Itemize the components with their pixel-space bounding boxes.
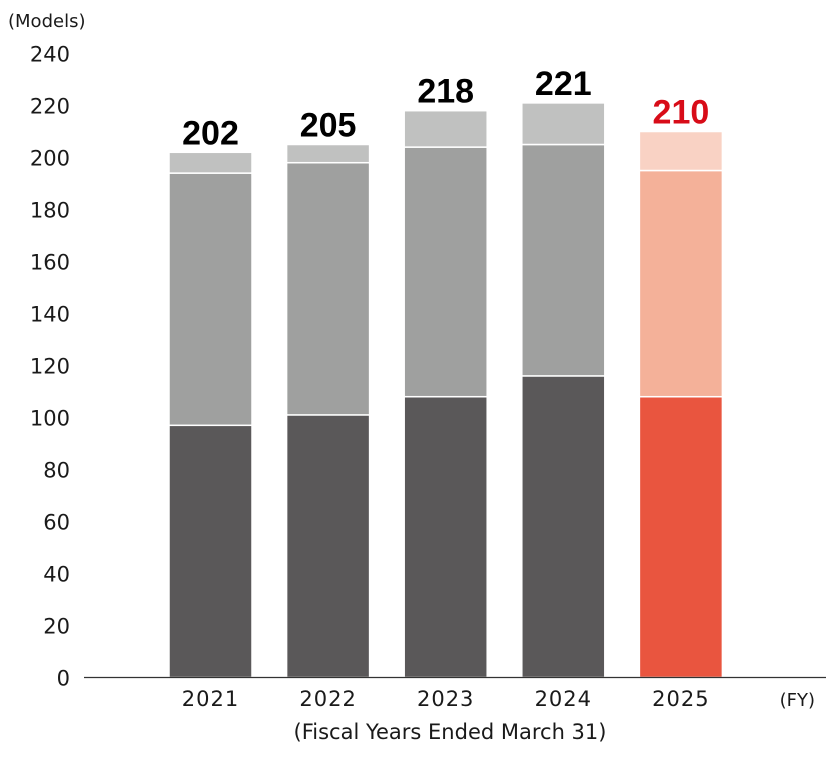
total-labels: 202 205 218 221 210 — [182, 65, 709, 152]
bar-segment-2024-1 — [521, 375, 606, 679]
x-tick-label: 2025 — [652, 687, 709, 711]
x-unit-label: (FY) — [780, 690, 815, 711]
y-unit-label: (Models) — [8, 11, 85, 32]
bar-segment-2021-3 — [168, 151, 253, 174]
y-tick-label: 200 — [30, 147, 70, 171]
x-axis-sublabel: (Fiscal Years Ended March 31) — [294, 720, 607, 744]
x-tick-label: 2022 — [299, 687, 356, 711]
bar-segment-2022-1 — [285, 414, 371, 679]
bar-segment-2024-3 — [521, 102, 606, 146]
bar-segment-2023-3 — [403, 109, 488, 148]
bar-segment-2024-2 — [521, 143, 606, 377]
bar-segment-2022-3 — [285, 143, 371, 164]
y-tick-label: 180 — [30, 199, 70, 223]
total-label-2021: 202 — [182, 114, 239, 152]
bar-segment-2023-1 — [403, 395, 488, 679]
y-tick-label: 60 — [43, 511, 70, 535]
y-tick-label: 140 — [30, 303, 70, 327]
bar-segment-2023-2 — [403, 146, 488, 398]
bar-segment-2025-3 — [638, 130, 724, 172]
y-tick-label: 120 — [30, 355, 70, 379]
y-tick-label: 40 — [43, 563, 70, 587]
y-tick-label: 100 — [30, 407, 70, 431]
x-tick-label: 2021 — [182, 687, 239, 711]
total-label-2023: 218 — [417, 73, 474, 111]
y-tick-label: 0 — [57, 667, 70, 691]
bar-segment-2025-1 — [638, 395, 724, 679]
y-tick-label: 220 — [30, 95, 70, 119]
total-label-2022: 205 — [300, 107, 357, 145]
total-label-2024: 221 — [535, 65, 592, 103]
x-tick-label: 2023 — [417, 687, 474, 711]
x-tick-label: 2024 — [535, 687, 592, 711]
total-label-2025: 210 — [653, 94, 710, 132]
y-tick-label: 80 — [43, 459, 70, 483]
y-tick-label: 20 — [43, 615, 70, 639]
y-tick-label: 160 — [30, 251, 70, 275]
bar-segment-2025-2 — [638, 169, 724, 398]
bars — [168, 102, 724, 679]
bar-segment-2021-2 — [168, 172, 253, 427]
x-axis-labels: 2021 2022 2023 2024 2025 — [182, 687, 709, 711]
bar-segment-2022-2 — [285, 161, 371, 416]
y-axis-ticks: 0 20 40 60 80 100 120 140 160 180 200 220 240 — [30, 43, 70, 691]
bar-segment-2021-1 — [168, 424, 253, 679]
y-tick-label: 240 — [30, 43, 70, 67]
